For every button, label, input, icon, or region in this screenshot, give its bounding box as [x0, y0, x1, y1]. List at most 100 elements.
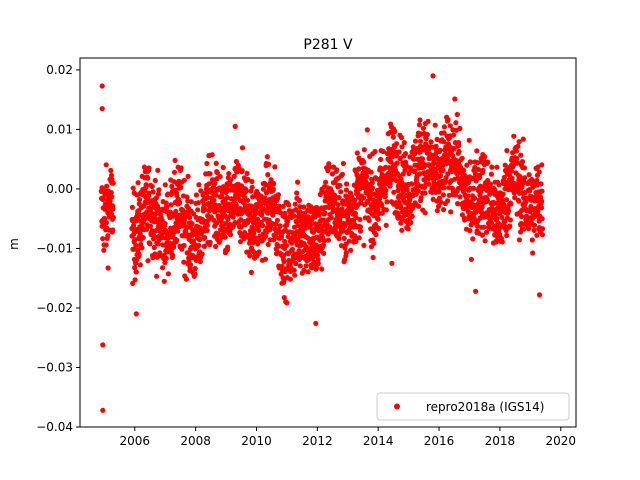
data-point — [206, 181, 212, 187]
data-point — [459, 155, 465, 161]
data-point — [213, 243, 219, 250]
data-point — [201, 201, 207, 207]
data-point — [398, 135, 405, 141]
data-point — [178, 184, 184, 190]
data-point — [468, 256, 474, 262]
data-point — [479, 204, 485, 210]
data-point — [292, 272, 298, 278]
data-point — [165, 271, 171, 277]
data-point — [504, 148, 510, 154]
legend: repro2018a (IGS14) — [376, 392, 570, 421]
data-point — [433, 143, 439, 149]
data-point — [213, 192, 219, 198]
data-point — [346, 238, 352, 244]
data-point — [457, 194, 463, 200]
data-point — [416, 122, 422, 128]
data-point — [218, 216, 225, 222]
data-point — [136, 251, 142, 258]
data-point — [144, 226, 150, 232]
data-point — [279, 233, 285, 239]
data-point — [408, 220, 414, 226]
data-point — [275, 192, 281, 198]
data-point — [325, 237, 332, 243]
data-point — [181, 242, 187, 249]
data-point — [484, 197, 491, 204]
data-point — [396, 149, 402, 155]
data-point — [137, 262, 143, 268]
data-point — [368, 206, 374, 213]
data-point — [481, 214, 487, 220]
data-point — [417, 117, 423, 123]
data-point — [369, 180, 375, 186]
data-point — [141, 164, 147, 170]
data-point — [237, 239, 244, 245]
data-point — [181, 177, 187, 183]
data-point — [285, 218, 291, 225]
data-point — [339, 206, 345, 212]
data-point — [249, 178, 255, 185]
data-point — [207, 171, 213, 177]
data-point — [515, 160, 521, 166]
data-point — [147, 241, 153, 247]
data-point — [507, 223, 513, 229]
data-point — [296, 248, 302, 254]
data-point — [426, 181, 432, 187]
data-point — [483, 229, 490, 235]
data-point — [110, 180, 116, 186]
data-point — [509, 175, 515, 181]
data-point — [368, 169, 374, 175]
data-point — [146, 190, 152, 196]
data-point — [303, 244, 309, 250]
data-point — [499, 239, 505, 245]
data-point — [352, 197, 358, 203]
data-point — [160, 242, 166, 248]
data-point — [297, 204, 303, 210]
data-point — [108, 167, 114, 174]
data-point — [135, 180, 141, 186]
data-point — [441, 124, 447, 130]
data-point — [519, 184, 525, 190]
data-point — [315, 256, 321, 262]
data-point — [417, 149, 423, 155]
data-point — [466, 137, 472, 143]
data-point — [343, 250, 349, 256]
data-point — [187, 214, 193, 220]
x-tick-label: 2020 — [546, 434, 577, 448]
data-point — [436, 203, 442, 209]
data-point — [130, 185, 136, 191]
data-point — [155, 167, 161, 173]
data-point — [452, 96, 458, 102]
data-point — [516, 139, 522, 145]
data-point — [319, 266, 325, 272]
plot-area-frame — [79, 57, 577, 428]
data-point — [486, 225, 492, 232]
data-point — [539, 162, 545, 168]
data-point — [530, 250, 536, 256]
data-point — [297, 209, 303, 215]
data-point — [171, 169, 178, 175]
data-point — [518, 213, 525, 220]
data-point — [340, 160, 346, 167]
data-point — [168, 202, 174, 208]
data-point — [441, 185, 447, 191]
data-point — [454, 111, 460, 118]
data-point — [336, 235, 342, 242]
y-tick-label: 0.00 — [46, 182, 73, 196]
data-point — [423, 136, 429, 142]
data-point — [265, 241, 271, 248]
data-point — [273, 221, 279, 227]
data-point — [335, 202, 341, 208]
data-point — [212, 180, 218, 186]
data-point — [219, 193, 225, 199]
data-point — [170, 252, 176, 258]
data-point — [520, 136, 526, 142]
data-point — [534, 177, 540, 184]
data-point — [214, 170, 220, 176]
data-point — [538, 181, 544, 187]
data-point — [173, 212, 179, 218]
data-point — [291, 213, 297, 219]
data-point — [538, 205, 545, 211]
data-point — [143, 182, 149, 188]
data-point — [132, 265, 138, 271]
data-point — [330, 206, 337, 212]
